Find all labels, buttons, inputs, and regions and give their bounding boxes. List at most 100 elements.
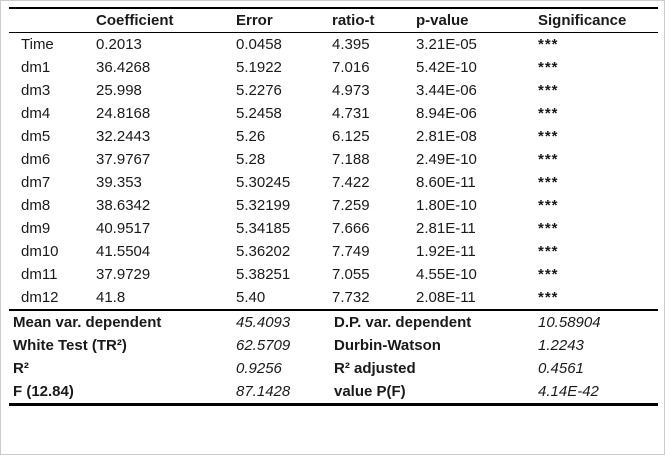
row-label: dm12	[21, 289, 59, 306]
p-value-cell: 8.60E-11	[416, 174, 476, 191]
coefficient-cell: 39.353	[96, 174, 142, 191]
p-value-cell: 2.81E-11	[416, 220, 476, 237]
error-cell: 5.32199	[236, 197, 291, 214]
row-label: dm8	[21, 197, 51, 214]
summary-label-left: White Test (TR²)	[13, 337, 127, 354]
error-cell: 5.36202	[236, 243, 291, 260]
significance-cell: ***	[538, 128, 559, 145]
summary-value-right: 0.4561	[538, 360, 584, 377]
ratio-t-cell: 4.731	[332, 105, 370, 122]
row-label: dm7	[21, 174, 51, 191]
row-label: dm1	[21, 59, 51, 76]
summary-row: Mean var. dependent 45.4093 D.P. var. de…	[9, 309, 658, 334]
significance-cell: ***	[538, 82, 559, 99]
coefficient-cell: 24.8168	[96, 105, 151, 122]
table-row: dm3 25.998 5.2276 4.973 3.44E-06 ***	[9, 79, 658, 102]
coefficient-rows: Time 0.2013 0.0458 4.395 3.21E-05 *** dm…	[9, 33, 658, 311]
row-label: dm6	[21, 151, 51, 168]
summary-label-right: R² adjusted	[334, 360, 416, 377]
header-row: Coefficient Error ratio-t p-value Signif…	[9, 8, 658, 33]
summary-row: R² 0.9256 R² adjusted 0.4561	[9, 357, 658, 380]
p-value-cell: 1.80E-10	[416, 197, 477, 214]
col-header-significance: Significance	[536, 8, 658, 33]
p-value-cell: 3.21E-05	[416, 36, 477, 53]
table-row: dm8 38.6342 5.32199 7.259 1.80E-10 ***	[9, 194, 658, 217]
summary-label-right: D.P. var. dependent	[330, 309, 536, 334]
col-header-coefficient: Coefficient	[94, 8, 234, 33]
summary-row: F (12.84) 87.1428 value P(F) 4.14E-42	[9, 380, 658, 405]
error-cell: 5.34185	[236, 220, 291, 237]
table-row: dm5 32.2443 5.26 6.125 2.81E-08 ***	[9, 125, 658, 148]
col-header-error: Error	[234, 8, 330, 33]
row-label: dm9	[21, 220, 51, 237]
ratio-t-cell: 4.973	[332, 82, 370, 99]
error-cell: 5.2276	[236, 82, 282, 99]
p-value-cell: 2.49E-10	[416, 151, 477, 168]
error-cell: 5.38251	[236, 266, 291, 283]
summary-value-right: 10.58904	[536, 309, 658, 334]
summary-value-right: 1.2243	[538, 337, 584, 354]
ratio-t-cell: 7.055	[332, 266, 370, 283]
ratio-t-cell: 7.188	[332, 151, 370, 168]
summary-label-left: R²	[13, 360, 29, 377]
coefficient-cell: 0.2013	[96, 36, 142, 53]
error-cell: 5.1922	[236, 59, 282, 76]
significance-cell: ***	[538, 220, 559, 237]
significance-cell: ***	[538, 266, 559, 283]
significance-cell: ***	[538, 59, 559, 76]
table-row: dm9 40.9517 5.34185 7.666 2.81E-11 ***	[9, 217, 658, 240]
error-cell: 5.26	[236, 128, 266, 145]
significance-cell: ***	[538, 151, 559, 168]
row-label: dm4	[21, 105, 51, 122]
ratio-t-cell: 4.395	[332, 36, 370, 53]
error-cell: 5.2458	[236, 105, 282, 122]
significance-cell: ***	[538, 105, 559, 122]
summary-rows: Mean var. dependent 45.4093 D.P. var. de…	[9, 309, 658, 405]
summary-value-left: 62.5709	[236, 337, 291, 354]
col-header-p-value: p-value	[414, 8, 536, 33]
coefficient-cell: 40.9517	[96, 220, 151, 237]
summary-row: White Test (TR²) 62.5709 Durbin-Watson 1…	[9, 334, 658, 357]
table-header: Coefficient Error ratio-t p-value Signif…	[9, 8, 658, 33]
significance-cell: ***	[538, 36, 559, 53]
summary-value-left: 0.9256	[236, 360, 282, 377]
summary-value-left: 45.4093	[234, 309, 330, 334]
row-label: dm11	[21, 266, 58, 283]
table-row: dm12 41.8 5.40 7.732 2.08E-11 ***	[9, 286, 658, 310]
table-row: dm11 37.9729 5.38251 7.055 4.55E-10 ***	[9, 263, 658, 286]
table-row: dm10 41.5504 5.36202 7.749 1.92E-11 ***	[9, 240, 658, 263]
summary-label-right: Durbin-Watson	[334, 337, 441, 354]
error-cell: 5.28	[236, 151, 266, 168]
ratio-t-cell: 7.666	[332, 220, 370, 237]
ratio-t-cell: 6.125	[332, 128, 370, 145]
coefficient-cell: 36.4268	[96, 59, 151, 76]
error-cell: 0.0458	[236, 36, 282, 53]
error-cell: 5.40	[236, 289, 266, 306]
coefficient-cell: 25.998	[96, 82, 142, 99]
row-label: dm10	[21, 243, 59, 260]
summary-label-left: F (12.84)	[13, 383, 74, 400]
ratio-t-cell: 7.016	[332, 59, 370, 76]
significance-cell: ***	[538, 174, 559, 191]
ratio-t-cell: 7.259	[332, 197, 370, 214]
coefficient-cell: 32.2443	[96, 128, 151, 145]
ratio-t-cell: 7.749	[332, 243, 370, 260]
coefficient-cell: 41.5504	[96, 243, 151, 260]
ratio-t-cell: 7.422	[332, 174, 370, 191]
p-value-cell: 2.08E-11	[416, 289, 476, 306]
col-header-ratio-t: ratio-t	[330, 8, 414, 33]
table-row: dm4 24.8168 5.2458 4.731 8.94E-06 ***	[9, 102, 658, 125]
summary-label-right: value P(F)	[334, 383, 406, 400]
table-row: dm6 37.9767 5.28 7.188 2.49E-10 ***	[9, 148, 658, 171]
significance-cell: ***	[538, 243, 559, 260]
p-value-cell: 2.81E-08	[416, 128, 477, 145]
coefficient-cell: 37.9767	[96, 151, 151, 168]
coefficient-cell: 41.8	[96, 289, 126, 306]
col-header-blank	[9, 8, 94, 33]
coefficient-cell: 38.6342	[96, 197, 151, 214]
p-value-cell: 5.42E-10	[416, 59, 477, 76]
table-row: dm1 36.4268 5.1922 7.016 5.42E-10 ***	[9, 56, 658, 79]
p-value-cell: 4.55E-10	[416, 266, 477, 283]
table-row: dm7 39.353 5.30245 7.422 8.60E-11 ***	[9, 171, 658, 194]
